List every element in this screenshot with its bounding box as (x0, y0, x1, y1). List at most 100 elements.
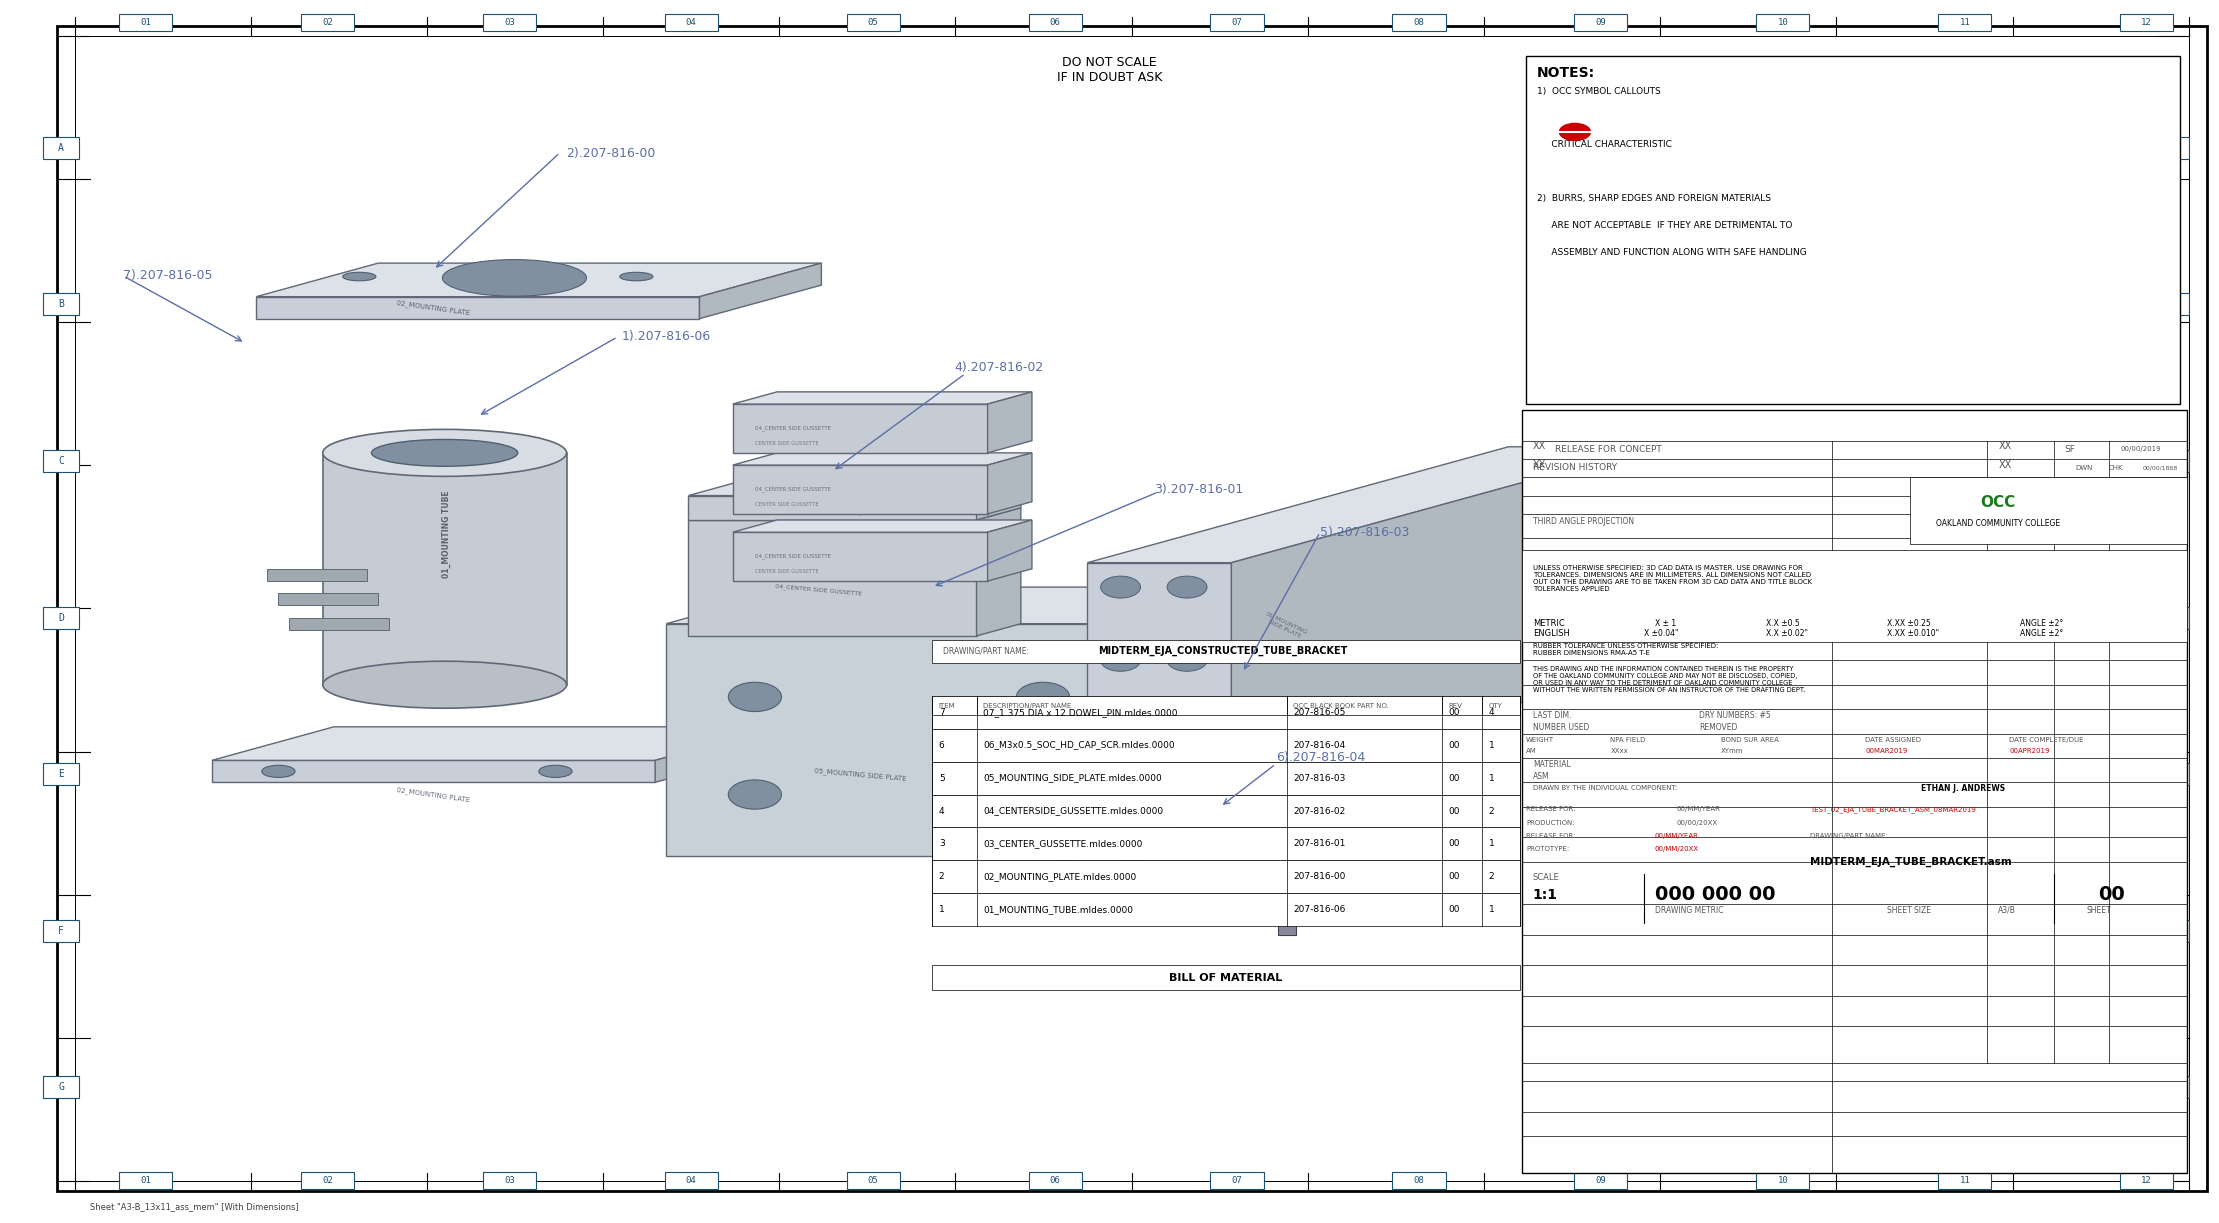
Polygon shape (213, 726, 777, 761)
Text: DRAWING/PART NAME:: DRAWING/PART NAME: (1811, 833, 1888, 839)
Ellipse shape (262, 766, 295, 778)
Text: XX: XX (1533, 442, 1547, 451)
Text: 03_CENTER_GUSSETTE.mldes.0000: 03_CENTER_GUSSETTE.mldes.0000 (983, 839, 1143, 849)
Text: 207-816-06: 207-816-06 (1294, 905, 1345, 915)
Text: ANGLE ±2°: ANGLE ±2° (2019, 629, 2064, 638)
FancyBboxPatch shape (2119, 13, 2172, 31)
FancyBboxPatch shape (1030, 1172, 1081, 1189)
Text: TEST_02_EJA_TUBE_BRACKET_ASM_08MAR2019: TEST_02_EJA_TUBE_BRACKET_ASM_08MAR2019 (1811, 806, 1975, 812)
Text: 05_MOUNTING
SIDE PLATE: 05_MOUNTING SIDE PLATE (1263, 612, 1309, 641)
Text: CENTER SIDE GUSSETTE: CENTER SIDE GUSSETTE (754, 440, 819, 445)
Circle shape (728, 682, 781, 712)
Bar (932, 762, 1520, 795)
Ellipse shape (1196, 876, 1223, 884)
Text: C: C (2168, 456, 2175, 466)
Text: 00/MM/YEAR: 00/MM/YEAR (1678, 806, 1720, 812)
Bar (932, 893, 1520, 926)
Text: MATERIAL: MATERIAL (1533, 759, 1571, 768)
Polygon shape (732, 532, 987, 581)
Polygon shape (987, 391, 1032, 453)
Text: 00: 00 (1449, 708, 1460, 717)
Text: LAST DIM.: LAST DIM. (1533, 711, 1571, 719)
Polygon shape (213, 761, 655, 783)
FancyBboxPatch shape (2152, 137, 2188, 159)
Text: RELEASE FOR:: RELEASE FOR: (1527, 833, 1575, 839)
Ellipse shape (1052, 827, 1078, 835)
Ellipse shape (442, 259, 586, 296)
Bar (1522, 410, 2186, 1173)
FancyBboxPatch shape (1278, 904, 1296, 934)
Text: 1: 1 (1489, 774, 1493, 783)
Polygon shape (732, 453, 1032, 465)
Text: 1)  OCC SYMBOL CALLOUTS: 1) OCC SYMBOL CALLOUTS (1538, 87, 1662, 95)
Text: X ±0.04": X ±0.04" (1644, 629, 1678, 638)
Text: DO NOT SCALE
IF IN DOUBT ASK: DO NOT SCALE IF IN DOUBT ASK (1056, 56, 1163, 84)
Text: SCALE: SCALE (1533, 873, 1560, 882)
Text: 08: 08 (1414, 17, 1425, 27)
FancyBboxPatch shape (2152, 294, 2188, 316)
Text: 09: 09 (1595, 1175, 1607, 1185)
Bar (932, 861, 1520, 893)
Text: XYmm: XYmm (1722, 747, 1744, 753)
FancyBboxPatch shape (1056, 832, 1074, 862)
Text: X.XX ±0.010": X.XX ±0.010" (1888, 629, 1939, 638)
Text: XXxx: XXxx (1611, 747, 1629, 753)
Text: A3/B: A3/B (1997, 906, 2017, 915)
FancyBboxPatch shape (848, 13, 899, 31)
Polygon shape (987, 453, 1032, 514)
FancyBboxPatch shape (288, 618, 388, 630)
Polygon shape (732, 465, 987, 514)
Ellipse shape (322, 662, 566, 708)
Text: 207-816-03: 207-816-03 (1294, 774, 1345, 783)
Text: 02: 02 (322, 1175, 333, 1185)
Polygon shape (699, 263, 821, 319)
Text: SHEET: SHEET (2086, 906, 2112, 915)
Text: 10: 10 (1777, 17, 1789, 27)
Bar (932, 696, 1520, 715)
Text: 02_MOUNTING_PLATE.mldes.0000: 02_MOUNTING_PLATE.mldes.0000 (983, 872, 1136, 882)
Text: G: G (2168, 1082, 2175, 1092)
FancyBboxPatch shape (2152, 607, 2188, 629)
Text: RUBBER TOLERANCE UNLESS OTHERWISE SPECIFIED:
RUBBER DIMENSIONS RMA-A5 T-E: RUBBER TOLERANCE UNLESS OTHERWISE SPECIF… (1533, 643, 1718, 657)
Text: B: B (2168, 300, 2175, 309)
Text: 04_CENTER SIDE GUSSETTE: 04_CENTER SIDE GUSSETTE (774, 504, 861, 517)
Text: 12: 12 (2141, 1175, 2152, 1185)
Text: F: F (58, 926, 64, 936)
Text: 4: 4 (939, 806, 945, 816)
Text: PRODUCTION:: PRODUCTION: (1527, 819, 1575, 826)
Text: XX: XX (1997, 460, 2010, 470)
Text: ASM: ASM (1533, 772, 1549, 780)
Text: 12: 12 (2141, 17, 2152, 27)
Text: 00MAR2019: 00MAR2019 (1866, 747, 1908, 753)
Text: 04: 04 (686, 17, 697, 27)
Text: 00/00/2019: 00/00/2019 (2119, 446, 2161, 453)
Text: 2)  BURRS, SHARP EDGES AND FOREIGN MATERIALS: 2) BURRS, SHARP EDGES AND FOREIGN MATERI… (1538, 194, 1771, 203)
Text: 06: 06 (1050, 1175, 1061, 1185)
Text: 02: 02 (322, 17, 333, 27)
Bar (91, 62, 1498, 1148)
Ellipse shape (371, 439, 517, 466)
Circle shape (1016, 780, 1070, 810)
Ellipse shape (619, 273, 652, 281)
Text: 01_MOUNTING_TUBE.mldes.0000: 01_MOUNTING_TUBE.mldes.0000 (983, 905, 1134, 915)
Text: 00: 00 (1449, 806, 1460, 816)
Text: CHK: CHK (2108, 465, 2124, 471)
FancyBboxPatch shape (666, 1172, 717, 1189)
Text: PROTOTYPE:: PROTOTYPE: (1527, 846, 1569, 852)
FancyBboxPatch shape (44, 607, 80, 629)
Polygon shape (688, 495, 976, 520)
Circle shape (1167, 576, 1207, 598)
FancyBboxPatch shape (1755, 13, 1808, 31)
Text: 07_1.375 DIA x 12 DOWEL_PIN.mldes.0000: 07_1.375 DIA x 12 DOWEL_PIN.mldes.0000 (983, 708, 1178, 717)
Text: A: A (2168, 143, 2175, 153)
Text: 04: 04 (686, 1175, 697, 1185)
Text: RELEASE FOR CONCEPT: RELEASE FOR CONCEPT (1556, 445, 1662, 454)
Text: 3).207-816-01: 3).207-816-01 (1154, 483, 1243, 497)
Text: 09: 09 (1595, 17, 1607, 27)
FancyBboxPatch shape (277, 593, 377, 605)
Text: 7: 7 (939, 708, 945, 717)
Text: X ± 1: X ± 1 (1655, 619, 1675, 629)
Polygon shape (1232, 446, 1653, 783)
Polygon shape (666, 624, 1176, 856)
Text: XX: XX (1997, 442, 2010, 451)
